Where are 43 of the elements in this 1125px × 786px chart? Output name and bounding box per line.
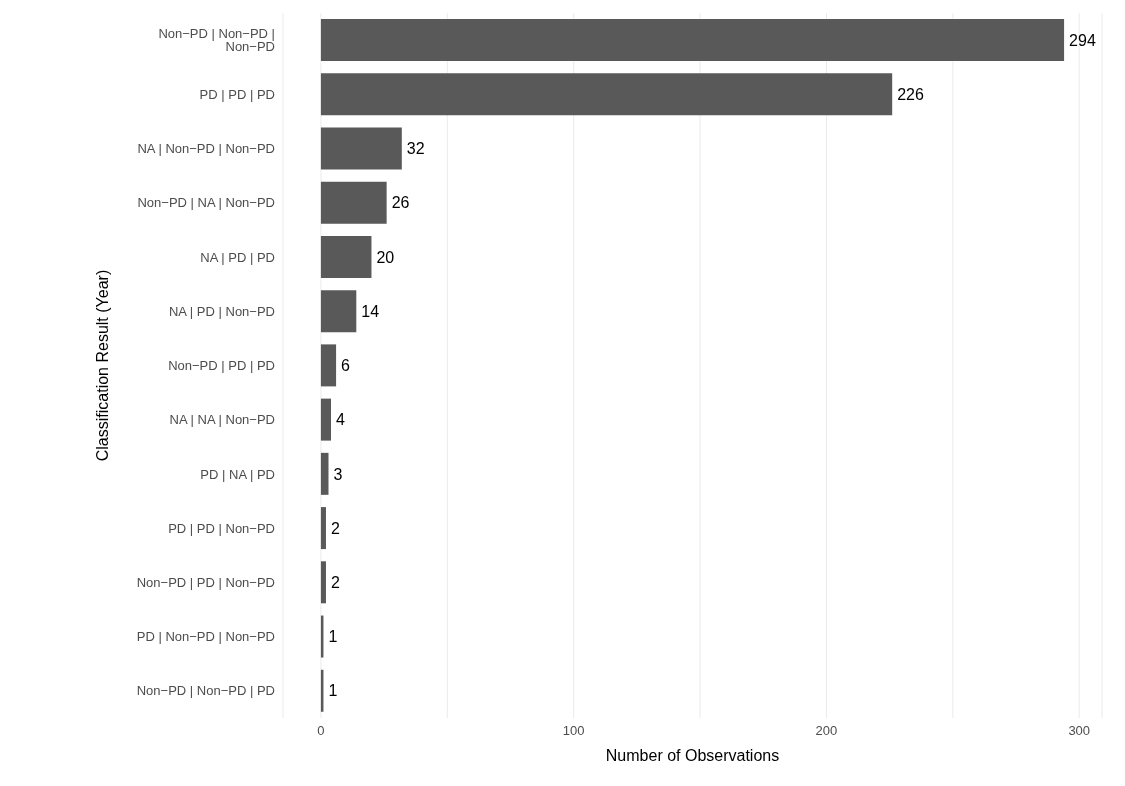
data-label: 1 <box>328 682 338 700</box>
bar <box>320 127 402 170</box>
x-tick-label: 300 <box>1068 723 1091 739</box>
bar <box>320 73 893 116</box>
data-label: 20 <box>376 248 395 266</box>
bar <box>320 181 387 224</box>
x-tick-label: 0 <box>317 723 325 739</box>
y-tick-label: PD | PD | Non−PD <box>168 520 275 536</box>
y-tick-label: Non−PD | NA | Non−PD <box>137 195 275 211</box>
y-tick-label: Non−PD | PD | Non−PD <box>136 575 275 591</box>
x-tick-label: 200 <box>815 723 838 739</box>
x-tick-label: 100 <box>562 723 585 739</box>
y-tick-label: Non−PD | Non−PD | PD <box>136 683 275 699</box>
data-label: 1 <box>328 628 338 646</box>
y-tick-label: PD | PD | PD <box>199 86 275 102</box>
data-label: 32 <box>406 140 425 158</box>
y-tick-label: NA | PD | PD <box>200 249 275 265</box>
y-tick-label: PD | Non−PD | Non−PD <box>136 629 275 645</box>
y-tick-label: Non−PD | PD | PD <box>168 358 275 374</box>
data-label: 2 <box>330 519 340 537</box>
bar <box>320 561 326 604</box>
data-label: 26 <box>391 194 410 212</box>
y-tick-label: PD | NA | PD <box>200 466 275 482</box>
bar <box>320 398 332 441</box>
data-label: 3 <box>333 465 343 483</box>
bar <box>320 452 329 495</box>
data-label: 2 <box>330 573 340 591</box>
bar <box>320 344 337 387</box>
y-tick-label: Non−PD | Non−PD | Non−PD <box>158 26 275 55</box>
y-tick-label: NA | NA | Non−PD <box>169 412 275 428</box>
data-label: 4 <box>336 411 346 429</box>
data-label: 14 <box>361 302 380 320</box>
bar <box>320 507 326 550</box>
bar <box>320 235 372 278</box>
data-label: 294 <box>1069 31 1096 49</box>
data-label: 226 <box>897 85 924 103</box>
y-tick-label: NA | PD | Non−PD <box>168 303 275 319</box>
bar <box>320 19 1065 61</box>
bar <box>320 290 357 333</box>
x-axis-title: Number of Observations <box>605 747 780 765</box>
y-axis-title: Classification Result (Year) <box>93 269 111 462</box>
y-tick-label: NA | Non−PD | Non−PD <box>137 141 275 157</box>
data-label: 6 <box>341 357 351 375</box>
